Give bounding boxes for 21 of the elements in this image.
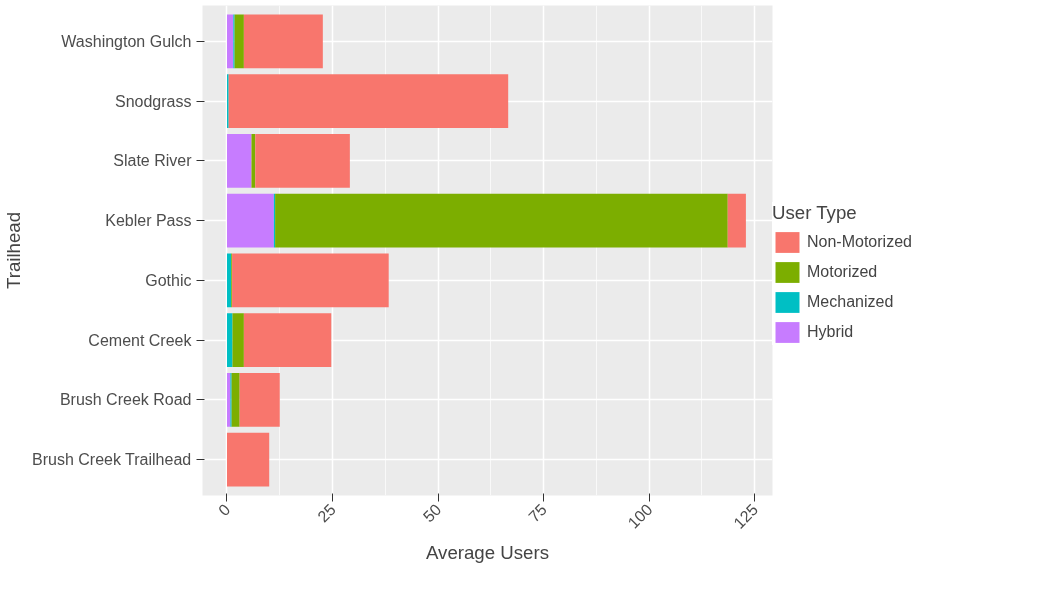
legend-title: User Type bbox=[772, 202, 858, 224]
x-tick-label: 75 bbox=[525, 500, 551, 526]
y-tick-label: Kebler Pass bbox=[105, 212, 192, 230]
x-tick-label: 100 bbox=[624, 500, 656, 532]
x-tick-label: 50 bbox=[419, 500, 445, 526]
y-axis-title: Trailhead bbox=[3, 211, 25, 290]
y-tick-label: Washington Gulch bbox=[61, 32, 192, 50]
y-tick-label: Brush Creek Trailhead bbox=[32, 451, 192, 469]
x-tick-label: 125 bbox=[730, 500, 762, 532]
x-tick-label: 0 bbox=[215, 500, 234, 520]
legend-label: Motorized bbox=[807, 263, 878, 281]
legend-label: Hybrid bbox=[807, 323, 854, 341]
x-axis-title: Average Users bbox=[425, 541, 550, 563]
y-tick-label: Brush Creek Road bbox=[59, 391, 192, 409]
x-tick-label: 25 bbox=[314, 500, 339, 526]
y-tick-label: Cement Creek bbox=[88, 331, 193, 349]
y-tick-label: Snodgrass bbox=[115, 92, 192, 110]
legend-label: Non-Motorized bbox=[807, 233, 912, 251]
y-tick-label: Slate River bbox=[113, 152, 193, 170]
legend-label: Mechanized bbox=[807, 293, 894, 311]
y-tick-label: Gothic bbox=[145, 271, 192, 289]
